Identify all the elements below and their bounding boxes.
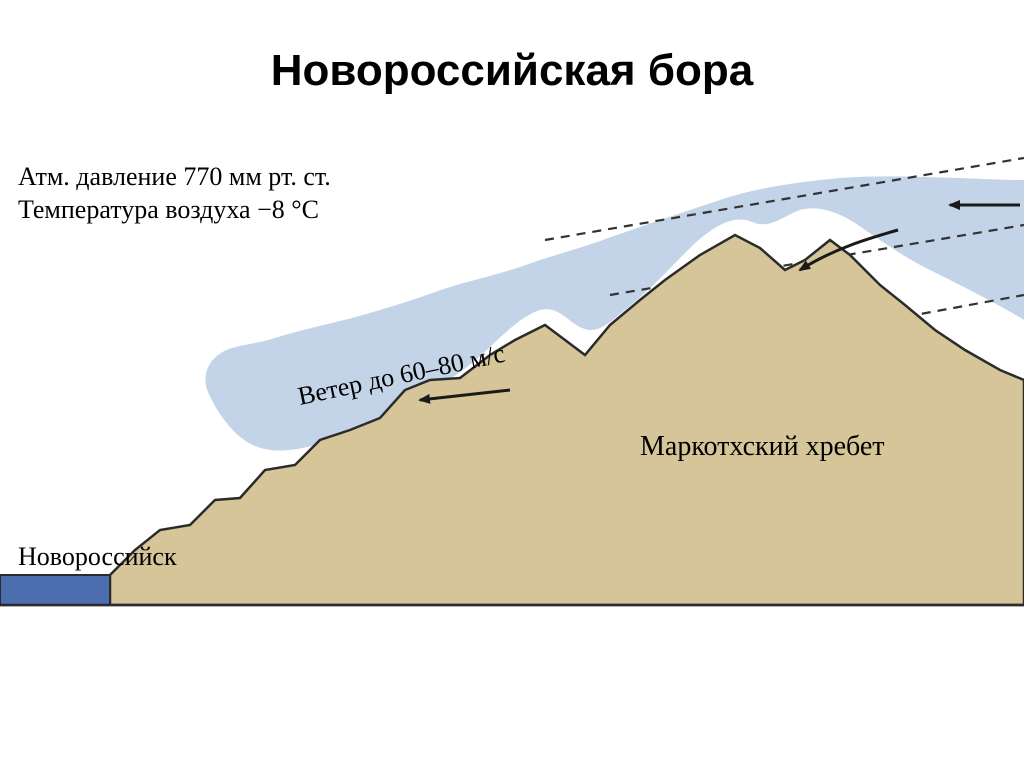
city-label: Новороссийск (18, 542, 177, 571)
bora-diagram: Атм. давление 770 мм рт. ст. Температура… (0, 130, 1024, 660)
pressure-label: Атм. давление 770 мм рт. ст. (18, 162, 331, 191)
ridge-label: Маркотхский хребет (640, 431, 885, 462)
temperature-label: Температура воздуха −8 °C (18, 195, 319, 224)
diagram-title: Новороссийская бора (0, 46, 1024, 96)
sea (0, 575, 110, 605)
